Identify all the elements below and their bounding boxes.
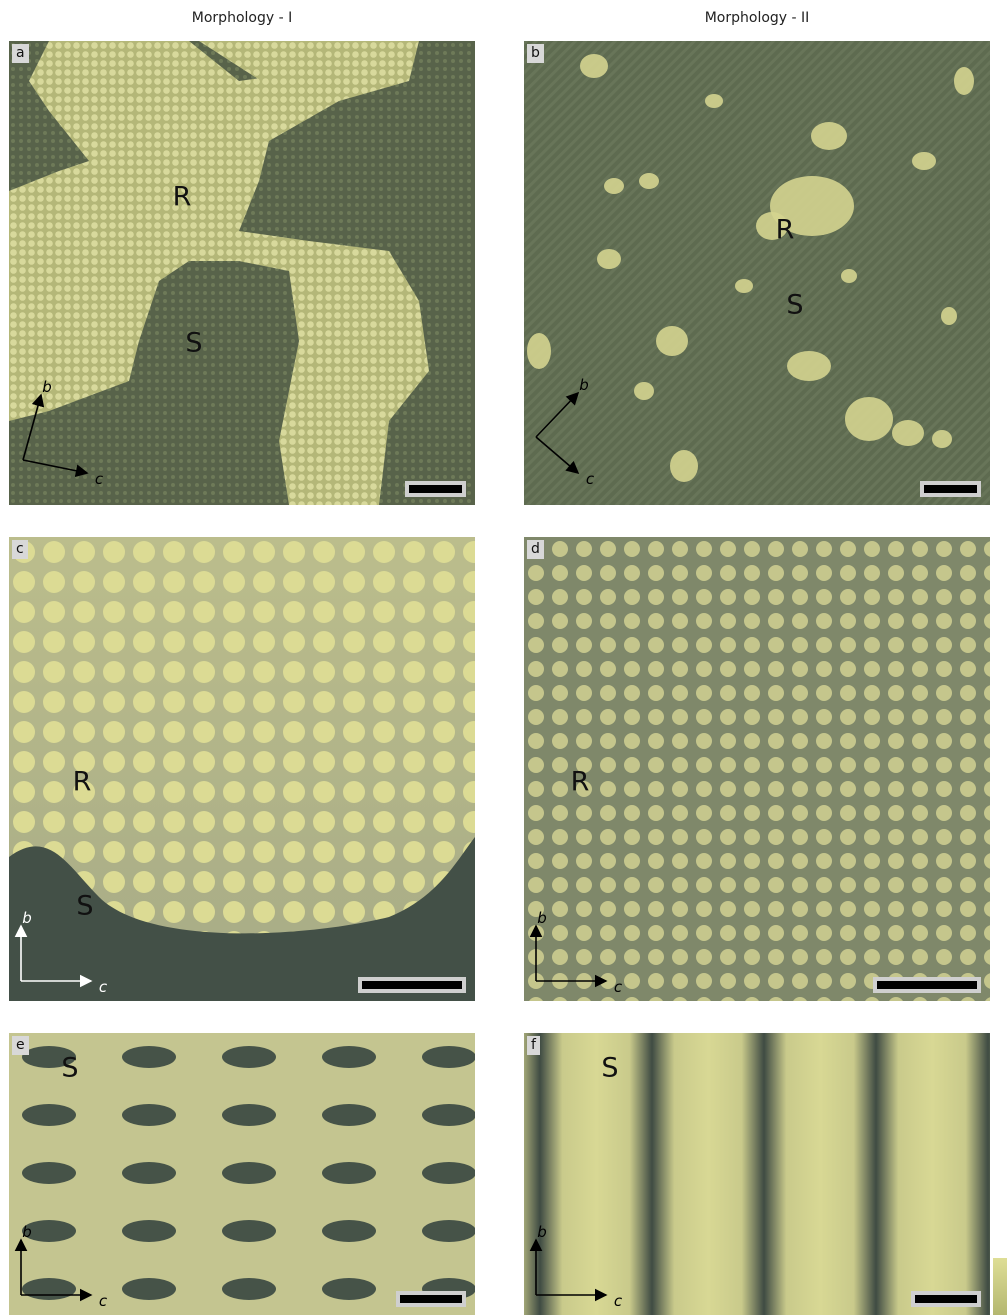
colorbar — [993, 1258, 1007, 1315]
axis-label: b — [537, 909, 547, 927]
axis-label: c — [614, 1292, 622, 1310]
panel-letter: f — [527, 1036, 540, 1055]
axis-label: c — [586, 470, 594, 488]
region-label: R — [173, 182, 192, 213]
axis-label: b — [42, 378, 52, 396]
axis-label: b — [537, 1223, 547, 1241]
panel-letter: b — [527, 44, 544, 63]
scale-bar — [873, 977, 981, 993]
axis-label: c — [95, 470, 103, 488]
axis-label: c — [99, 1292, 107, 1310]
region-label: R — [73, 767, 92, 798]
scale-bar — [405, 481, 466, 497]
axis-label: b — [22, 909, 32, 927]
axis-label: c — [614, 978, 622, 996]
region-label: S — [76, 891, 93, 922]
column-title: Morphology - II — [524, 10, 990, 26]
axis-label: b — [22, 1223, 32, 1241]
panel-letter: c — [12, 540, 28, 559]
region-label: S — [601, 1053, 618, 1084]
scale-bar — [396, 1291, 466, 1307]
region-label: R — [571, 767, 590, 798]
axis-label: b — [579, 376, 589, 394]
column-title: Morphology - I — [9, 10, 475, 26]
scale-bar — [358, 977, 466, 993]
region-label: S — [786, 290, 803, 321]
region-label: S — [61, 1053, 78, 1084]
panel-letter: a — [12, 44, 29, 63]
figure: Morphology - I Morphology - II a R Sb c b R Sb… — [0, 0, 1007, 1315]
region-label: R — [776, 215, 795, 246]
region-label: S — [185, 328, 202, 359]
scale-bar — [911, 1291, 981, 1307]
scale-bar — [920, 481, 981, 497]
panel-letter: d — [527, 540, 544, 559]
panel-letter: e — [12, 1036, 29, 1055]
axis-label: c — [99, 978, 107, 996]
